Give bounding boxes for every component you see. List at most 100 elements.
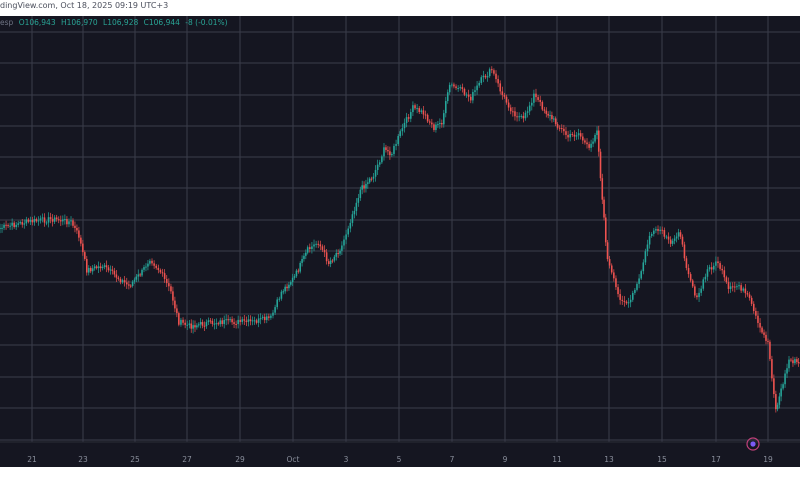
candle-body — [569, 133, 571, 138]
candle-body — [648, 235, 651, 245]
candle-body — [306, 247, 309, 253]
candle-body — [99, 266, 102, 269]
candle-body — [253, 320, 256, 322]
candle-body — [333, 256, 336, 261]
candle-body — [582, 136, 584, 141]
candle-body — [261, 316, 264, 319]
candle-body — [235, 323, 237, 325]
candle-body — [763, 332, 765, 335]
candle-body — [190, 323, 193, 329]
candle-body — [305, 252, 307, 256]
candle-body — [505, 96, 508, 103]
candle-body — [679, 232, 682, 237]
candle-body — [759, 322, 761, 328]
candle-body — [761, 327, 763, 333]
price-chart[interactable]: 21 23 25 27 29 Oct 3 5 7 9 11 13 15 17 19 — [0, 0, 800, 467]
event-marker-icon[interactable] — [746, 437, 760, 451]
candle-body — [608, 259, 611, 266]
candle-body — [47, 217, 50, 223]
candle-body — [717, 261, 719, 264]
candle-body — [601, 178, 604, 200]
candle-body — [706, 269, 709, 277]
close-value: C106,944 — [143, 18, 180, 27]
candle-body — [675, 236, 678, 239]
candle-body — [3, 224, 5, 228]
candle-body — [66, 219, 68, 225]
candle-body — [594, 135, 596, 142]
candle-body — [551, 115, 553, 120]
candle-body — [499, 83, 502, 92]
candle-body — [217, 323, 220, 325]
candle-body — [407, 117, 410, 119]
candle-body — [172, 291, 174, 301]
candle-body — [615, 278, 617, 288]
candle-body — [159, 270, 162, 273]
candle-body — [95, 266, 98, 269]
candle-body — [186, 324, 189, 326]
candle-body — [708, 267, 711, 270]
candle-body — [229, 319, 231, 321]
candle-body — [769, 341, 771, 360]
candle-body — [610, 265, 613, 273]
candle-body — [773, 378, 775, 395]
candle-body — [385, 147, 387, 150]
candle-body — [157, 267, 160, 271]
candle-body — [476, 85, 478, 91]
candle-body — [797, 361, 800, 363]
candle-body — [74, 225, 76, 228]
candle-body — [268, 316, 270, 318]
candle-body — [776, 404, 779, 410]
candle-body — [303, 255, 305, 259]
candle-body — [209, 320, 212, 322]
candle-body — [251, 320, 254, 322]
candle-body — [420, 110, 423, 112]
candle-body — [327, 261, 330, 264]
candle-body — [192, 325, 194, 329]
candle-body — [243, 319, 246, 321]
candle-body — [530, 102, 533, 106]
candle-body — [416, 108, 418, 110]
candle-body — [752, 303, 755, 311]
candle-body — [627, 302, 630, 304]
candle-body — [367, 182, 369, 184]
candle-body — [465, 94, 468, 96]
candle-body — [59, 220, 62, 222]
candle-body — [376, 164, 379, 171]
candle-body — [290, 282, 292, 285]
candle-body — [331, 260, 334, 262]
candle-body — [742, 288, 745, 291]
candle-body — [80, 237, 82, 244]
candle-body — [482, 75, 485, 78]
candle-body — [168, 283, 170, 287]
candle-body — [796, 359, 798, 362]
candle-body — [207, 320, 210, 323]
candle-body — [698, 292, 700, 298]
candle-body — [101, 266, 104, 269]
candle-body — [507, 102, 510, 108]
candle-body — [5, 224, 7, 226]
candle-body — [514, 111, 516, 117]
candle-body — [323, 249, 326, 253]
candle-body — [321, 246, 324, 250]
candle-body — [72, 220, 74, 226]
candle-body — [558, 127, 561, 129]
candle-body — [176, 308, 178, 314]
candle-body — [93, 266, 96, 269]
footer-space — [0, 467, 800, 500]
candle-body — [25, 219, 28, 224]
candle-body — [501, 91, 504, 95]
candle-body — [590, 143, 592, 148]
high-value: H106,970 — [61, 18, 98, 27]
candle-body — [23, 223, 26, 225]
candle-body — [512, 111, 514, 113]
candle-body — [359, 189, 362, 198]
candle-body — [667, 236, 670, 240]
candle-body — [673, 238, 676, 241]
candle-body — [237, 319, 239, 325]
candle-body — [577, 133, 580, 136]
candle-body — [299, 262, 301, 272]
candle-body — [636, 283, 638, 290]
candle-body — [91, 268, 94, 272]
candle-body — [689, 274, 692, 281]
candle-body — [45, 222, 48, 224]
